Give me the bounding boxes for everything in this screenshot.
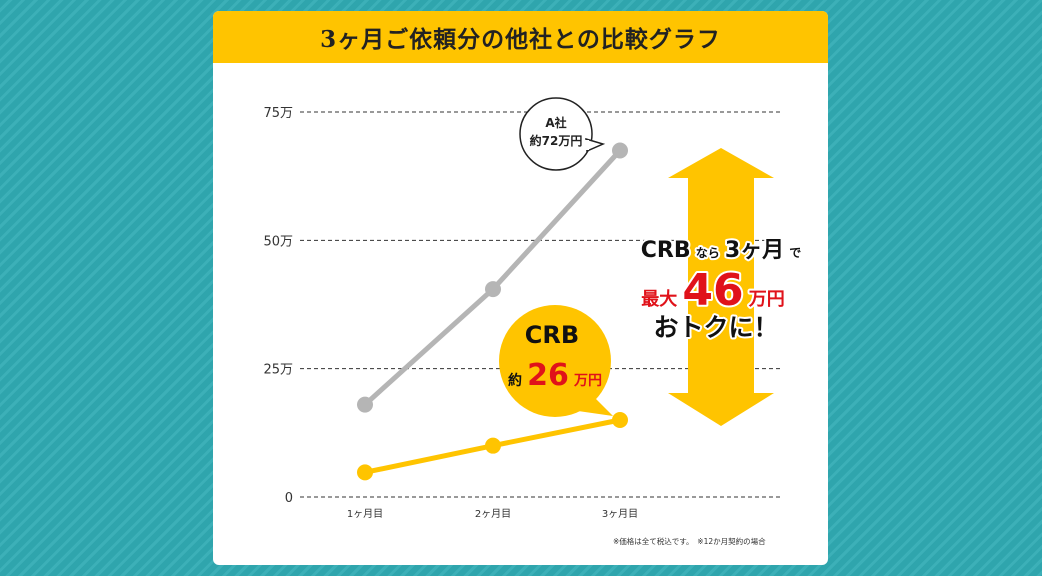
crb-callout-unit: 万円 bbox=[573, 373, 602, 389]
crb-callout-amount-line: 約 26 万円 bbox=[508, 358, 602, 393]
y-tick-label: 75万 bbox=[263, 106, 293, 121]
data-point bbox=[485, 281, 501, 298]
footnote: ※価格は全て税込です。 ※12か月契約の場合 bbox=[613, 537, 766, 546]
savings-double-arrow bbox=[668, 148, 774, 426]
savings-unit: 万円 bbox=[748, 289, 785, 310]
y-axis-ticks: 0 25万 50万 75万 bbox=[263, 106, 293, 506]
y-tick-label: 50万 bbox=[263, 234, 293, 249]
x-tick-label: 3ヶ月目 bbox=[602, 508, 638, 520]
savings-line-1: CRB なら 3ヶ月 で bbox=[641, 238, 801, 263]
crb-callout-amount: 26 bbox=[527, 358, 569, 393]
a-callout-total: 約72万円 bbox=[530, 133, 583, 148]
x-axis-ticks: 1ヶ月目 2ヶ月目 3ヶ月目 bbox=[347, 508, 638, 520]
a-callout-name: A社 bbox=[545, 115, 566, 130]
crb-callout-name: CRB bbox=[525, 321, 579, 349]
crb-callout-prefix: 約 bbox=[508, 372, 522, 389]
data-point bbox=[612, 412, 628, 428]
x-tick-label: 1ヶ月目 bbox=[347, 508, 383, 520]
a-callout-bubble: A社 約72万円 bbox=[519, 97, 606, 171]
savings-line-2: 最大 46 万円 bbox=[641, 265, 784, 316]
savings-nara: なら bbox=[696, 246, 720, 260]
chart-plot: 0 25万 50万 75万 1ヶ月目 2ヶ月目 3ヶ月目 A社 約72万円 CRB 約 2… bbox=[263, 97, 803, 520]
series-a bbox=[357, 142, 628, 413]
crb-callout-bubble bbox=[499, 305, 613, 417]
savings-max: 最大 bbox=[641, 288, 677, 310]
data-point bbox=[357, 396, 373, 413]
y-tick-label: 0 bbox=[285, 491, 293, 506]
savings-crb: CRB bbox=[641, 238, 691, 263]
series-crb bbox=[357, 412, 628, 481]
data-point bbox=[357, 464, 373, 481]
savings-3months: 3ヶ月 bbox=[725, 238, 784, 263]
savings-de: で bbox=[789, 246, 801, 260]
title-bar: 3ヶ月ご依頼分の他社との比較グラフ bbox=[213, 11, 828, 63]
chart-card: 3ヶ月ご依頼分の他社との比較グラフ 0 25万 50万 75万 1ヶ月目 2ヶ月目 3ヶ月… bbox=[213, 11, 828, 565]
savings-line-3: おトクに！ bbox=[653, 313, 778, 342]
savings-message: CRB なら 3ヶ月 で 最大 46 万円 おトクに！ bbox=[639, 236, 803, 344]
y-tick-label: 25万 bbox=[263, 363, 293, 378]
data-point bbox=[485, 437, 501, 454]
x-tick-label: 2ヶ月目 bbox=[475, 508, 511, 520]
series-lines bbox=[357, 142, 628, 481]
chart-title: 3ヶ月ご依頼分の他社との比較グラフ bbox=[320, 26, 721, 53]
savings-amount: 46 bbox=[682, 265, 743, 316]
data-point bbox=[612, 142, 628, 159]
